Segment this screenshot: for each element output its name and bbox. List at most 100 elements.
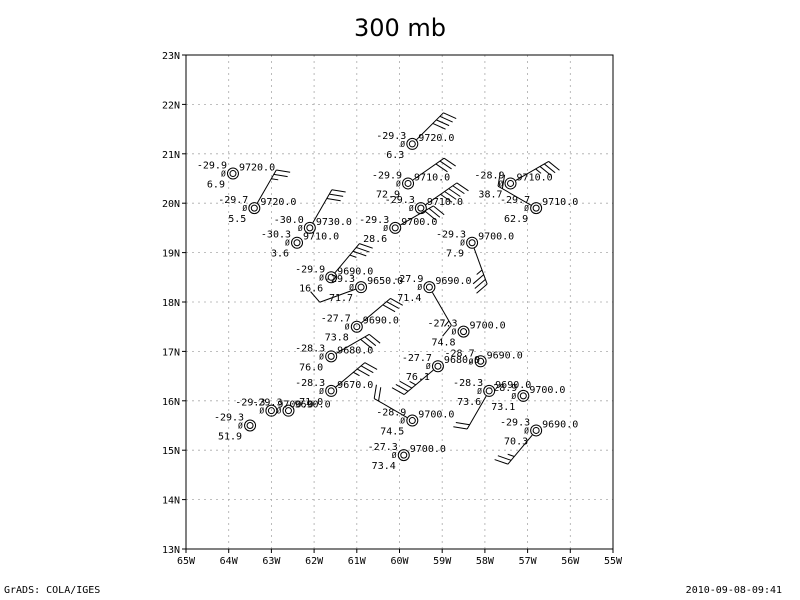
station-model: Ø-29.9 9710.0 72.9 — [372, 157, 456, 200]
station-temperature: -28.9 — [474, 170, 504, 181]
station-temperature: -29.3 — [359, 215, 389, 226]
station-symbol: Ø — [392, 450, 397, 460]
wind-barb — [543, 163, 556, 174]
station-inner-circle — [229, 170, 237, 178]
wind-barb-staff — [431, 292, 452, 326]
station-circle — [466, 236, 479, 249]
wind-barb — [386, 301, 400, 309]
x-tick-label: 64W — [220, 556, 239, 567]
station-circle — [350, 320, 363, 333]
wind-barb — [548, 161, 560, 171]
wind-barb — [359, 243, 373, 249]
station-symbol: Ø — [511, 391, 516, 401]
lat-lon-grid — [186, 55, 613, 549]
station-temperature: -28.3 — [453, 378, 483, 389]
station-model: Ø-29.3 9690.0 — [252, 398, 331, 417]
station-circle — [530, 424, 543, 437]
station-symbol: Ø — [400, 139, 405, 149]
station-pressure: 9720.0 — [239, 163, 275, 174]
station-inner-circle — [468, 239, 476, 247]
station-pressure: 9690.0 — [363, 316, 399, 327]
station-inner-circle — [408, 417, 416, 425]
station-value: 73.4 — [372, 461, 396, 472]
station-temperature: -30.0 — [274, 215, 304, 226]
station-value: 71.4 — [397, 293, 421, 304]
station-symbol: Ø — [469, 356, 474, 366]
wind-barb — [497, 455, 512, 461]
wind-barb — [331, 189, 346, 193]
station-inner-circle — [507, 179, 515, 187]
station-temperature: -29.9 — [372, 170, 402, 181]
wind-barb — [432, 122, 446, 130]
station-symbol: Ø — [349, 282, 354, 292]
station-model: Ø-28.3 9670.0 71.0 — [295, 362, 378, 408]
station-circle — [504, 177, 517, 190]
station-inner-circle — [327, 387, 335, 395]
station-inner-circle — [532, 426, 540, 434]
station-temperature: -29.9 — [197, 161, 227, 172]
station-model: Ø-27.7 9680.076.1 — [391, 353, 480, 395]
station-value: 3.6 — [271, 249, 289, 260]
x-tick-label: 65W — [177, 556, 196, 567]
y-tick-label: 15N — [162, 446, 180, 457]
station-circle — [226, 167, 239, 180]
station-circle — [423, 281, 436, 294]
station-value: 6.3 — [386, 150, 404, 161]
station-symbol: Ø — [409, 203, 414, 213]
station-symbol: Ø — [242, 203, 247, 213]
station-temperature: -30.3 — [261, 230, 291, 241]
station-inner-circle — [434, 362, 442, 370]
x-tick-label: 56W — [561, 556, 580, 567]
wind-barb-staff — [319, 288, 356, 303]
wind-barb-staff — [515, 161, 549, 181]
wind-barb-staff — [335, 362, 366, 388]
wind-barb — [409, 381, 416, 386]
station-model: Ø-27.3 9700.0 74.8 — [427, 319, 505, 349]
y-tick-label: 13N — [162, 545, 180, 556]
station-models: Ø-29.3 9720.06.3Ø-29.9 9720.06.9 Ø-29.9 9710… — [197, 112, 578, 472]
station-pressure: 9650.0 — [367, 276, 403, 287]
station-pressure: 9700.0 — [529, 385, 565, 396]
wind-barb-staff — [256, 169, 277, 204]
y-tick-label: 22N — [162, 100, 180, 111]
station-pressure: 9710.0 — [303, 232, 339, 243]
station-inner-circle — [460, 328, 468, 336]
station-inner-circle — [327, 352, 335, 360]
station-symbol: Ø — [524, 203, 529, 213]
y-tick-label: 14N — [162, 496, 180, 507]
wind-barb — [368, 333, 381, 344]
station-inner-circle — [425, 283, 433, 291]
station-inner-circle — [404, 179, 412, 187]
wind-barb — [349, 254, 357, 258]
x-tick-label: 60W — [390, 556, 409, 567]
station-circle — [325, 384, 338, 397]
wind-barb — [356, 368, 370, 377]
wind-barb — [444, 191, 457, 200]
station-circle — [325, 350, 338, 363]
station-model: Ø-29.3 9700.028.6 — [359, 205, 445, 245]
station-symbol: Ø — [400, 416, 405, 426]
wind-barb-staff — [361, 298, 391, 324]
station-inner-circle — [353, 323, 361, 331]
station-model: Ø-27.7 9690.0 73.8 — [321, 297, 403, 344]
station-model: Ø-28.7 9690.0 — [445, 348, 523, 368]
station-model: Ø-28.9 9710.0 38.7 — [474, 161, 560, 200]
station-model: Ø-30.3 9710.0 3.6 — [261, 230, 339, 260]
station-temperature: -29.3 — [325, 274, 355, 285]
wind-barb — [395, 384, 409, 392]
station-pressure: 9690.0 — [294, 400, 330, 411]
station-circle — [530, 202, 543, 215]
wind-barb — [433, 205, 445, 216]
station-value: 6.9 — [207, 180, 225, 191]
wind-barb-staff — [400, 205, 434, 226]
wind-barb — [428, 208, 441, 218]
y-tick-label: 21N — [162, 150, 180, 161]
station-pressure: 9710.0 — [542, 197, 578, 208]
wind-barb — [356, 246, 370, 253]
station-pressure: 9700.0 — [478, 232, 514, 243]
x-tick-label: 62W — [305, 556, 324, 567]
x-tick-label: 63W — [262, 556, 281, 567]
station-inner-circle — [417, 204, 425, 212]
station-model: Ø-29.9 9720.0 6.9 — [197, 161, 275, 191]
station-symbol: Ø — [477, 386, 482, 396]
